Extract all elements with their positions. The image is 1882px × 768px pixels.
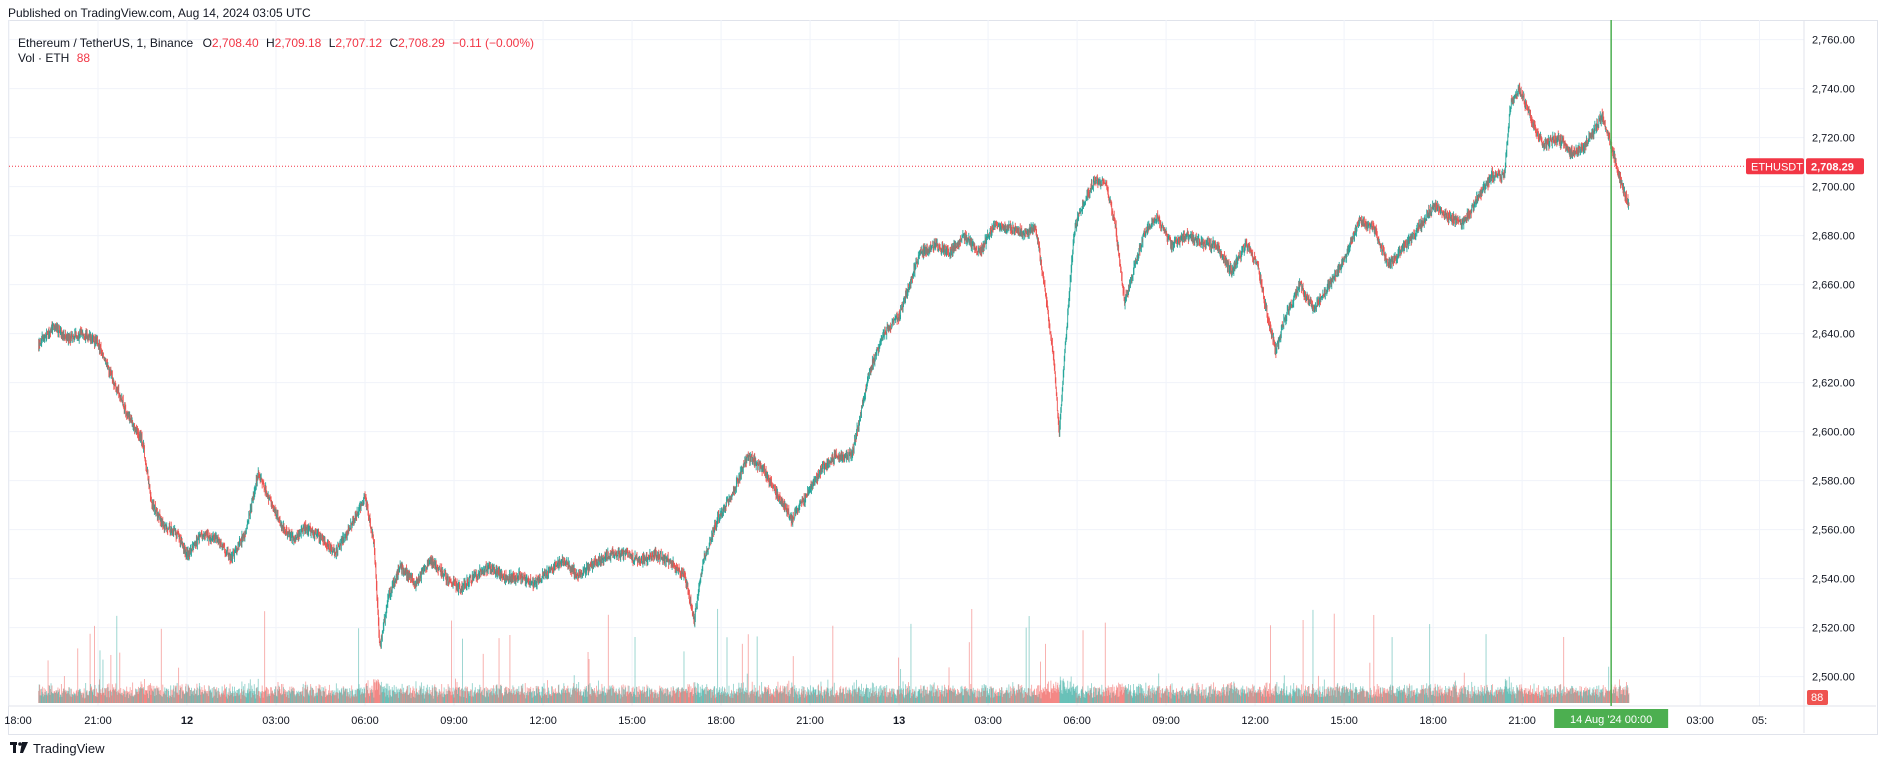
- published-caption: Published on TradingView.com, Aug 14, 20…: [8, 6, 311, 20]
- candles-group: [38, 82, 1630, 649]
- volume-group: [38, 608, 1630, 703]
